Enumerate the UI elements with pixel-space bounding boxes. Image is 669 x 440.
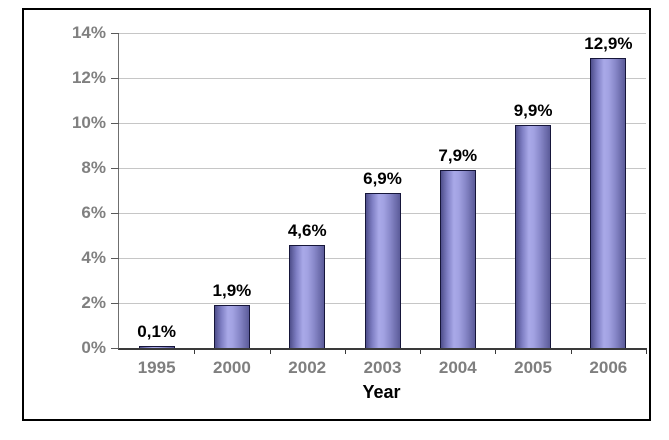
x-axis-title: Year: [362, 382, 401, 402]
x-tick-label: 2000: [213, 358, 251, 377]
bar-value-label: 7,9%: [438, 146, 478, 166]
bar-2003: [364, 192, 401, 348]
y-tick-label: 0%: [81, 338, 106, 357]
bar-1995: [138, 345, 175, 348]
x-tick-mark: [646, 348, 647, 354]
y-tick-mark: [111, 258, 119, 259]
bar-value-label: 6,9%: [363, 168, 402, 188]
bar-2004: [439, 170, 476, 348]
y-tick-label: 8%: [81, 158, 106, 177]
y-tick-mark: [111, 213, 119, 214]
bar-value-label: 4,6%: [287, 220, 327, 240]
x-tick-mark: [420, 348, 422, 354]
y-tick-mark: [111, 348, 119, 349]
bar-value-label: 0,1%: [137, 321, 177, 341]
gridline: [119, 33, 646, 34]
bar-2000: [213, 305, 250, 348]
x-tick-mark: [194, 348, 196, 354]
bar-2002: [289, 244, 326, 348]
x-tick-mark: [495, 348, 497, 354]
bar-2006: [590, 57, 627, 348]
x-tick-mark: [570, 348, 572, 354]
x-tick-label: 2002: [288, 358, 327, 377]
y-tick-label: 12%: [71, 68, 106, 87]
bar-value-label: 1,9%: [212, 281, 252, 301]
x-tick-label: 2004: [438, 358, 477, 377]
x-tick-label: 1995: [137, 358, 176, 377]
y-tick-label: 2%: [81, 293, 106, 312]
plot-area: 0% 2% 4% 6% 8% 10% 12% 14% 0,1% 1,9% 4,6% 6,9% 7,9%…: [72, 24, 647, 377]
y-tick-label: 4%: [81, 248, 106, 267]
x-tick-label: 2003: [363, 358, 402, 377]
bar-value-label: 9,9%: [513, 101, 553, 121]
bar-2005: [515, 125, 552, 348]
x-tick-mark: [344, 348, 346, 354]
gridline: [119, 168, 646, 169]
x-tick-mark: [269, 348, 271, 354]
y-tick-label: 6%: [81, 203, 106, 222]
x-tick-label: 2006: [589, 358, 628, 377]
y-tick-label: 10%: [71, 113, 106, 132]
bar-value-label: 12,9%: [584, 33, 633, 53]
y-tick-mark: [111, 303, 119, 304]
y-tick-mark: [111, 78, 119, 79]
y-tick-mark: [111, 168, 119, 169]
y-tick-mark: [111, 33, 119, 34]
y-tick-label: 14%: [71, 23, 106, 42]
gridline: [119, 123, 646, 124]
chart-frame: 0% 2% 4% 6% 8% 10% 12% 14% 0,1% 1,9% 4,6% 6,9% 7,9%…: [22, 8, 651, 421]
y-tick-mark: [111, 123, 119, 124]
x-tick-label: 2005: [514, 358, 552, 377]
gridline: [119, 78, 646, 79]
